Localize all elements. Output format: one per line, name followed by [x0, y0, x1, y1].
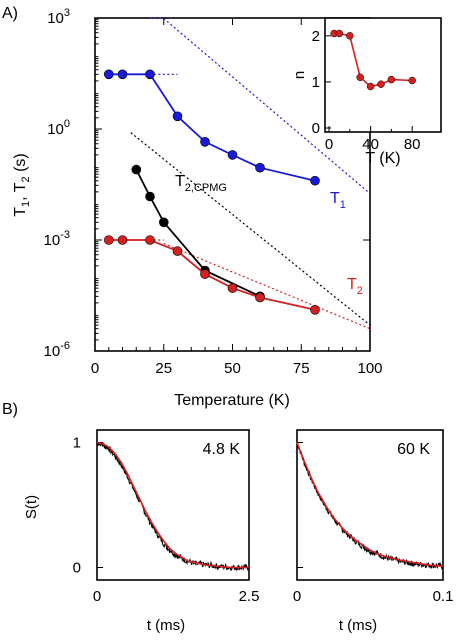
- main-data-point: [145, 191, 155, 202]
- main-ylabel-t1: T: [12, 207, 29, 217]
- main-fit-line: [150, 17, 371, 195]
- panel-b-label: B): [2, 401, 18, 418]
- main-data-point: [310, 175, 320, 186]
- main-x-tick-label: 50: [224, 360, 241, 377]
- t2-series-label: T2: [347, 276, 363, 297]
- inset-data-point: [377, 80, 385, 88]
- inset-chart: 0 40 80 0 1 2 n T (K): [291, 17, 442, 167]
- b-left-y-tick-label: 0: [73, 560, 81, 577]
- inset-data-point: [335, 29, 344, 38]
- t2cpmg-series-label: T2,CPMG: [175, 173, 227, 194]
- main-y-tick-label: 10-6: [44, 340, 70, 360]
- main-ylabel-sub1: 1: [20, 201, 32, 207]
- main-data-point: [255, 162, 265, 173]
- inset-series: [330, 29, 416, 91]
- inset-data-point: [387, 75, 396, 84]
- b-right-ticks: 0 0.1: [293, 442, 454, 605]
- inset-background: [325, 18, 441, 132]
- b-right-annotation: 60 K: [397, 441, 430, 458]
- main-fit-line: [130, 132, 371, 326]
- main-data-point: [200, 137, 210, 147]
- main-data-point: [131, 164, 142, 175]
- b-left-fit-curve: [96, 441, 249, 569]
- main-data-point: [117, 69, 128, 80]
- main-x-tick-label: 100: [357, 360, 382, 377]
- b-right-plot-frame: [296, 429, 444, 581]
- t2cpmg-label-t: T: [175, 173, 185, 190]
- inset-data-point: [356, 73, 364, 82]
- b-right-x-axis-label: t (ms): [339, 617, 377, 634]
- main-ylabel-unit: (s): [12, 153, 29, 176]
- inset-y-tick-label: 1: [312, 74, 320, 91]
- main-data-point: [104, 69, 114, 80]
- main-x-tick-label: 75: [293, 360, 310, 377]
- main-data-point: [104, 235, 114, 245]
- inset-data-point: [408, 76, 416, 85]
- main-data-point: [310, 304, 320, 315]
- t1-series-label: T1: [330, 190, 346, 211]
- b-left-annotation: 4.8 K: [203, 441, 241, 458]
- t2-label-sub: 2: [357, 285, 363, 297]
- main-data-point: [227, 283, 238, 293]
- main-data-point: [145, 69, 155, 80]
- inset-plot-frame: [324, 17, 442, 133]
- panel-a-label: A): [2, 5, 18, 22]
- b-right-chart: 0 0.1 60 K t (ms): [293, 429, 454, 634]
- main-data-point: [159, 217, 169, 228]
- inset-x-tick-label: 0: [325, 136, 333, 153]
- t2-label-t: T: [347, 276, 357, 293]
- b-left-plot-frame: [96, 429, 250, 581]
- b-right-series: [296, 442, 444, 570]
- main-x-tick-label: 25: [155, 360, 172, 377]
- inset-y-tick-label: 2: [312, 28, 320, 45]
- main-series: [104, 69, 320, 315]
- main-data-point: [172, 246, 183, 256]
- b-left-x-axis-label: t (ms): [147, 617, 185, 634]
- b-right-x-tick-label: 0.1: [433, 588, 454, 605]
- b-left-y-axis-label: S(t): [23, 495, 40, 519]
- inset-x-tick-label: 80: [404, 136, 421, 153]
- b-left-ticks: 0 2.5 0 1: [73, 435, 260, 606]
- main-y-axis-label: T1, T2 (s): [12, 153, 32, 217]
- main-data-point: [117, 235, 128, 245]
- main-x-tick-label: 0: [91, 360, 99, 377]
- inset-x-tick-label: 40: [362, 136, 379, 153]
- main-ylabel-sub2: 2: [20, 176, 32, 182]
- b-left-x-tick-label: 0: [93, 588, 101, 605]
- t1-label-sub: 1: [340, 199, 346, 211]
- inset-data-point: [346, 32, 354, 40]
- inset-y-axis-label: n: [291, 71, 308, 79]
- inset-y-tick-label: 0: [312, 120, 320, 137]
- main-y-tick-label: 100: [47, 118, 70, 138]
- t1-label-t: T: [330, 190, 340, 207]
- main-data-point: [255, 292, 265, 303]
- b-right-fit-curve: [296, 442, 444, 568]
- main-series-line: [108, 73, 316, 182]
- b-left-series: [96, 441, 250, 572]
- b-left-chart: 0 2.5 0 1 4.8 K S(t) t (ms): [23, 429, 260, 634]
- main-x-axis-label: Temperature (K): [174, 392, 290, 409]
- t2cpmg-label-sub: 2,CPMG: [185, 182, 227, 194]
- b-right-x-tick-label: 0: [293, 588, 301, 605]
- main-series-line: [108, 239, 316, 311]
- inset-data-point: [366, 82, 375, 91]
- main-data-point: [172, 111, 183, 122]
- inset-x-axis-label: T (K): [365, 150, 400, 167]
- main-ylabel-t2: , T: [12, 182, 29, 201]
- main-y-tick-label: 103: [47, 7, 70, 27]
- main-fit-line: [163, 243, 371, 330]
- inset-ticks: 0 40 80 0 1 2: [312, 28, 421, 153]
- main-data-point: [145, 235, 155, 245]
- main-data-point: [227, 150, 238, 160]
- main-y-tick-label: 10-3: [44, 229, 70, 249]
- b-left-x-tick-label: 2.5: [239, 588, 260, 605]
- main-data-point: [200, 269, 210, 279]
- b-left-y-tick-label: 1: [73, 435, 81, 452]
